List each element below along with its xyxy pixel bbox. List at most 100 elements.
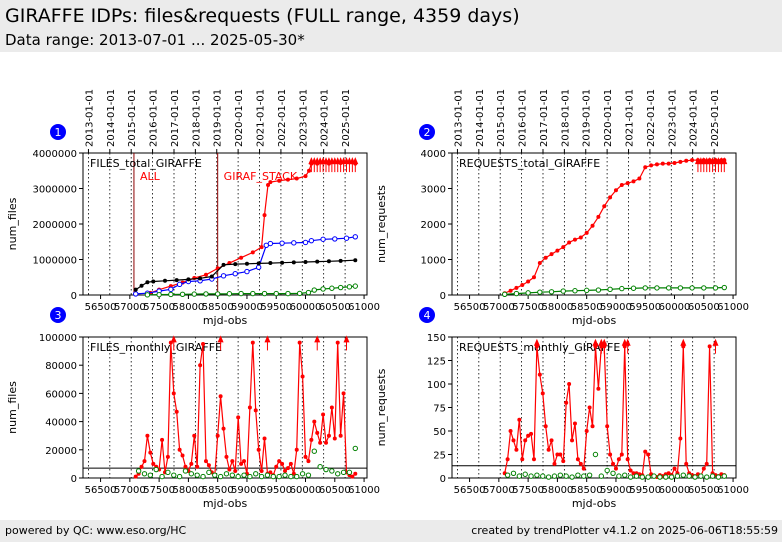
data-point <box>631 179 636 184</box>
charts-canvas: 2013-01-01 2014-01-01 2015-01-01 2016-01-01… <box>6 89 749 510</box>
data-point <box>288 473 294 480</box>
data-point <box>151 461 156 466</box>
data-point <box>540 391 545 396</box>
data-point <box>684 158 689 163</box>
data-point <box>510 470 517 476</box>
y-tick-label: 80000 <box>45 361 77 372</box>
y-tick-label: 0 <box>440 291 446 302</box>
y-axis-label: num_requests <box>375 185 388 263</box>
data-point <box>203 459 208 464</box>
y-tick-label: 40000 <box>45 418 77 429</box>
data-point <box>133 291 139 297</box>
data-point <box>218 394 223 399</box>
data-point <box>660 161 665 166</box>
data-point <box>590 424 595 429</box>
data-point <box>282 472 288 478</box>
x-tick-label: 57500 <box>512 485 544 496</box>
x-tick-label: 59500 <box>629 485 661 496</box>
data-point <box>183 464 188 469</box>
data-point <box>537 261 542 266</box>
data-point <box>141 471 148 477</box>
date-tick-label: 2013-01-01 <box>453 89 464 147</box>
data-point <box>572 288 578 294</box>
data-point <box>329 285 335 291</box>
series-line <box>504 345 725 478</box>
data-point <box>176 281 183 288</box>
capped-point <box>352 157 359 165</box>
data-point <box>630 285 637 291</box>
data-point <box>346 284 353 290</box>
data-point <box>678 436 683 441</box>
date-tick-label: 2015-01-01 <box>127 89 138 147</box>
data-point <box>543 255 548 260</box>
y-tick-label: 20000 <box>45 446 77 457</box>
x-tick-label: 60500 <box>688 485 720 496</box>
data-point <box>285 466 290 471</box>
data-point <box>625 181 630 186</box>
data-point <box>602 204 607 209</box>
capped-point <box>217 335 224 343</box>
data-point <box>610 470 616 476</box>
data-point <box>203 291 209 297</box>
y-axis-label: num_files <box>6 381 19 434</box>
data-point <box>142 459 147 464</box>
data-point <box>350 474 355 479</box>
data-point <box>526 279 531 284</box>
y-tick-label: 100 <box>427 380 446 391</box>
data-point <box>201 342 206 347</box>
data-point <box>194 472 200 478</box>
data-point <box>516 473 523 479</box>
data-point <box>540 473 546 479</box>
data-point <box>663 474 669 480</box>
panel-label: REQUESTS_total_GIRAFFE <box>459 157 600 170</box>
data-point <box>192 433 197 438</box>
data-point <box>523 438 528 443</box>
data-point <box>654 285 660 291</box>
data-point <box>704 474 710 480</box>
data-point <box>145 433 150 438</box>
data-point <box>613 466 618 471</box>
data-point <box>332 436 337 441</box>
data-point <box>160 437 165 442</box>
data-point <box>514 285 519 290</box>
data-point <box>558 452 563 457</box>
y-tick-label: 4000 <box>421 149 446 160</box>
data-point <box>595 287 602 293</box>
data-point <box>564 400 569 405</box>
x-tick-label: 59500 <box>260 485 292 496</box>
data-point <box>608 195 613 200</box>
y-tick-label: 0 <box>71 291 77 302</box>
data-point <box>232 271 238 277</box>
data-point <box>352 283 358 289</box>
data-point <box>642 285 648 291</box>
data-point <box>649 163 654 168</box>
header-bar: GIRAFFE IDPs: files&requests (FULL range… <box>0 0 782 52</box>
data-point <box>318 440 323 445</box>
data-point <box>315 259 320 264</box>
data-point <box>517 417 522 422</box>
data-point <box>186 277 191 282</box>
data-point <box>712 285 719 291</box>
data-point <box>302 239 309 246</box>
chart-panel-3: 5650057000575005800058500590005950060000… <box>6 307 380 510</box>
data-point <box>581 473 587 479</box>
data-point <box>291 240 297 246</box>
x-tick-label: 57000 <box>114 485 146 496</box>
data-point <box>321 412 326 417</box>
data-point <box>294 447 299 452</box>
data-point <box>352 234 358 240</box>
data-point <box>608 452 613 457</box>
data-point <box>520 457 525 462</box>
data-point <box>701 466 706 471</box>
y-axis-label: num_requests <box>375 368 388 446</box>
x-tick-label: 57500 <box>143 302 175 313</box>
data-point <box>220 273 227 279</box>
data-point <box>180 453 185 458</box>
y-tick-label: 3000 <box>421 185 446 196</box>
x-tick-label: 56500 <box>85 302 117 313</box>
data-point <box>236 415 241 420</box>
data-point <box>329 405 334 410</box>
x-tick-label: 57500 <box>512 302 544 313</box>
capped-point <box>601 338 608 346</box>
data-point <box>309 437 314 442</box>
